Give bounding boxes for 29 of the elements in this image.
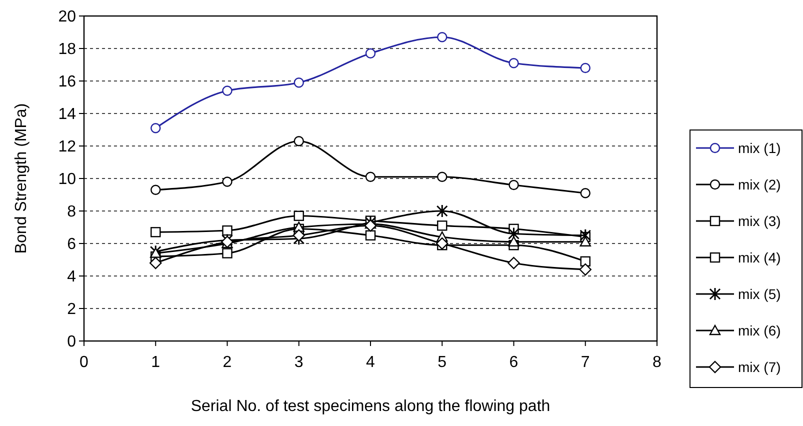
x-axis-title: Serial No. of test specimens along the flowing path: [190, 398, 550, 415]
y-tick-label: 2: [67, 301, 76, 318]
x-tick-label: 0: [80, 354, 89, 371]
y-tick-label: 18: [58, 41, 76, 58]
x-tick-label: 3: [294, 354, 304, 371]
legend-label: mix (3): [738, 212, 781, 229]
y-tick-label: 8: [67, 204, 76, 221]
x-tick-label: 8: [652, 354, 662, 371]
legend-label: mix (1): [738, 140, 781, 156]
y-tick-label: 6: [67, 236, 76, 254]
x-tick-label: 5: [438, 354, 447, 371]
legend-label: mix (4): [738, 249, 781, 266]
y-tick-label: 14: [58, 106, 76, 124]
y-tick-label: 4: [67, 268, 76, 286]
x-tick-label: 2: [222, 354, 232, 371]
y-tick-label: 20: [58, 8, 76, 26]
y-tick-label: 12: [58, 138, 76, 156]
y-tick-label: 16: [58, 74, 76, 91]
legend-label: mix (6): [738, 322, 781, 338]
x-tick-label: 6: [509, 354, 518, 371]
x-tick-label: 1: [151, 354, 160, 371]
y-tick-label: 10: [58, 171, 76, 188]
legend-label: mix (7): [738, 358, 781, 375]
legend-label: mix (5): [738, 286, 781, 302]
legend-label: mix (2): [738, 176, 781, 192]
y-axis-title: Bond Strength (MPa): [13, 103, 30, 254]
x-tick-label: 4: [366, 354, 376, 371]
y-tick-label: 0: [67, 334, 76, 351]
x-tick-label: 7: [580, 354, 590, 371]
